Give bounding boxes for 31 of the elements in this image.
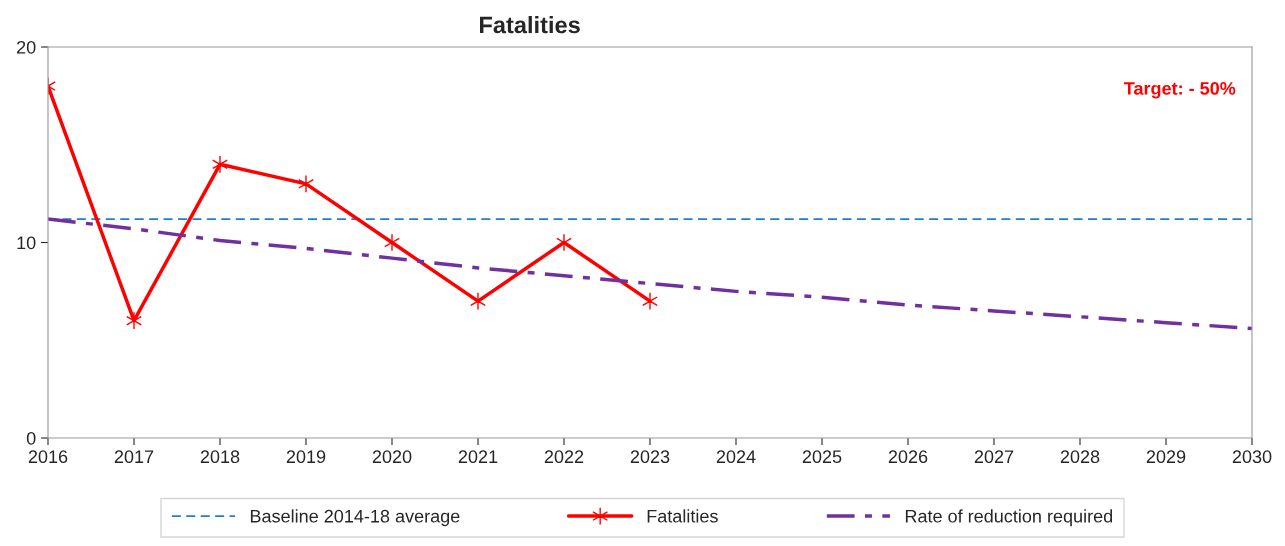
y-tick-label: 0 [26, 431, 36, 445]
point [556, 233, 572, 252]
legend-label: Baseline 2014-18 average [250, 509, 460, 527]
point [384, 233, 400, 252]
point [470, 292, 486, 311]
point [642, 292, 658, 311]
x-tick-label: 2029 [1146, 450, 1186, 464]
x-tick-label: 2022 [544, 450, 584, 464]
chart-title: Fatalities [480, 16, 580, 34]
y-tick-label: 10 [17, 236, 36, 250]
x-tick-label: 2030 [1232, 450, 1272, 464]
x-tick-label: 2028 [1060, 450, 1100, 464]
x-tick-label: 2020 [372, 450, 412, 464]
x-tick-label: 2027 [974, 450, 1014, 464]
x-tick-label: 2026 [888, 450, 928, 464]
y-tick-label: 20 [17, 40, 36, 54]
x-tick-label: 2018 [200, 450, 240, 464]
x-tick-label: 2023 [630, 450, 670, 464]
x-tick-label: 2025 [802, 450, 842, 464]
legend-label: Fatalities [647, 509, 718, 523]
x-tick-label: 2024 [716, 450, 756, 464]
line-series [48, 217, 1252, 331]
x-tick-label: 2016 [28, 450, 68, 464]
point [212, 155, 228, 174]
annotation: Target: - 50% [1123, 81, 1236, 99]
point [126, 311, 142, 330]
x-tick-label: 2017 [114, 450, 154, 464]
x-tick-label: 2019 [286, 450, 326, 464]
point [298, 174, 314, 193]
x-tick-label: 2021 [458, 450, 498, 464]
legend-label: Rate of reduction required [905, 509, 1113, 527]
